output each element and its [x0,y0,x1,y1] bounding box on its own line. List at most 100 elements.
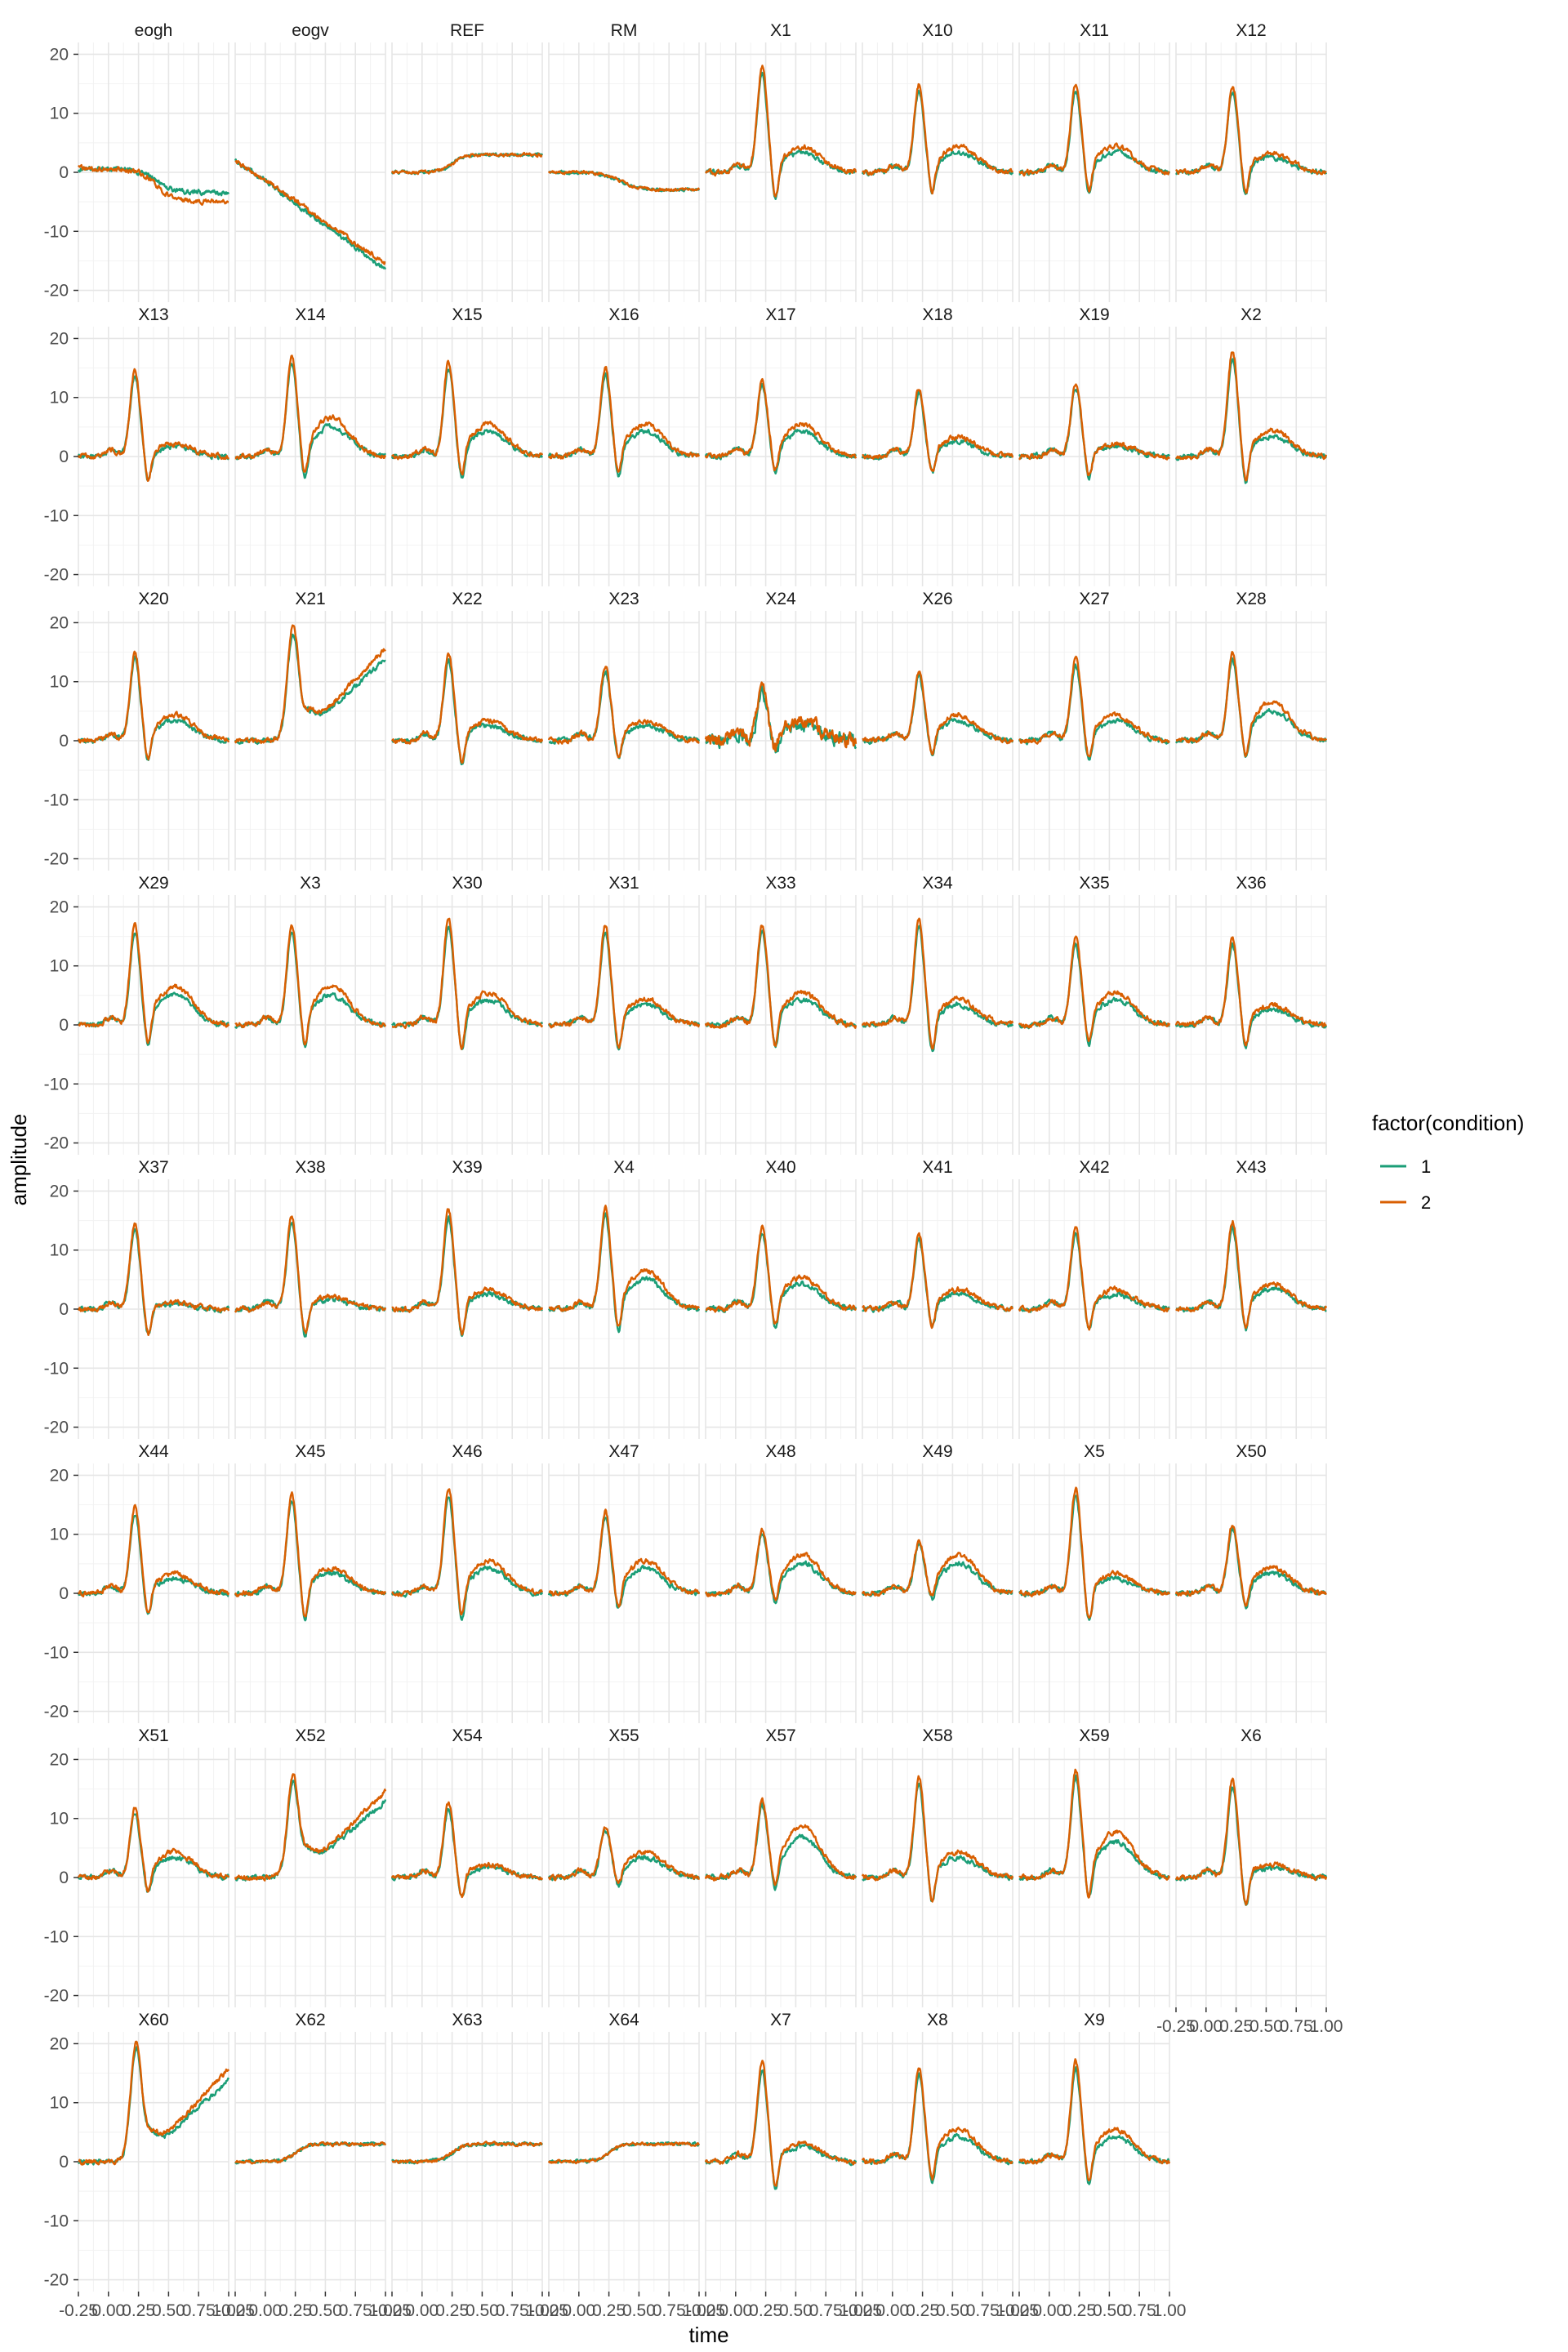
x-tick-label: 0.50 [1093,2301,1126,2320]
x-tick-label: 0.25 [906,2301,939,2320]
x-tick-label: 0.25 [1062,2301,1096,2320]
x-tick-label: 0.75 [966,2301,1000,2320]
facet-label: X18 [922,305,952,324]
series-line-2 [1018,1768,1171,1899]
series-line-2 [1174,1525,1327,1607]
x-tick-label: 0.50 [779,2301,813,2320]
x-tick-label: 0.00 [875,2301,909,2320]
facet-label: X37 [138,1158,168,1177]
facet-panel: X9 -0.250.000.250.500.751.00 [1000,2011,1186,2320]
x-tick-label: 1.00 [1153,2301,1187,2320]
facet-panel: X31 [547,874,701,1155]
facet-panel: X37 -20 -10 0 10 20 [44,1158,230,1439]
facet-panel: REF [390,21,544,302]
y-tick-label: -10 [44,506,69,525]
facet-panel: X14 [234,305,387,586]
facet-panel: X6 -0.250.000.250.500.751.00 [1156,1726,1343,2036]
facet-label: X31 [608,874,639,893]
y-tick-label: 0 [59,1869,69,1887]
series-line-2 [1018,1486,1171,1619]
series-line-2 [704,681,858,752]
series-line-2 [234,354,387,473]
x-tick-label: 1.00 [683,2301,716,2320]
series-line-2 [234,924,387,1046]
facet-panel: X46 [390,1442,544,1723]
series-line-2 [705,65,858,198]
facet-label: X24 [765,590,796,608]
facet-panel: RM [547,21,701,302]
facet-panel: X10 [861,21,1014,302]
y-tick-label: 20 [50,2034,69,2053]
facet-panel: X7-0.250.000.250.500.751.00 [686,2011,872,2320]
series-line-1 [861,1543,1013,1601]
series-line-2 [548,1205,701,1327]
series-line-2 [391,1208,544,1336]
series-line-2 [1018,2058,1171,2181]
x-tick-label: -0.25 [1156,2017,1196,2036]
facet-label: eogh [135,21,173,40]
x-tick-label: 0.50 [152,2301,185,2320]
x-tick-label: 0.75 [653,2301,686,2320]
series-line-2 [547,666,700,759]
x-tick-label: 0.50 [309,2301,342,2320]
facet-panel: X5 [1018,1442,1171,1723]
facet-panel: X45 [234,1442,387,1723]
series-line-2 [861,2067,1013,2181]
x-tick-label: 0.25 [278,2301,312,2320]
facet-label: X48 [765,1442,795,1461]
series-line-2 [391,917,544,1050]
facet-label: X51 [138,1726,168,1745]
y-tick-label: 0 [59,1016,69,1035]
x-tick-label: 0.25 [122,2301,155,2320]
facet-panel: X39 [391,1158,544,1439]
y-tick-label: 20 [50,45,69,64]
x-tick-label: 1.00 [1310,2017,1343,2036]
facet-label: X13 [138,305,168,324]
x-tick-label: 0.25 [435,2301,469,2320]
facet-panel: eogh -20 -10 0 10 20 [44,21,230,302]
y-tick-label: 10 [50,389,69,408]
y-tick-label: -10 [44,2212,69,2230]
y-tick-label: -10 [44,1643,69,1662]
series-line-2 [391,1488,544,1616]
facet-label: X39 [452,1158,482,1177]
y-tick-label: 20 [50,1750,69,1769]
series-line-2 [1174,936,1327,1047]
y-tick-label: -10 [44,1075,69,1094]
facet-label: X52 [295,1726,325,1745]
series-line-2 [77,650,230,761]
facet-panel: X49 [861,1442,1013,1723]
facet-label: X34 [922,874,953,893]
series-line-2 [1018,935,1171,1043]
facet-label: X14 [295,305,326,324]
y-tick-label: 10 [50,1526,69,1544]
facet-label: X6 [1241,1726,1262,1745]
facet-panel: X42 [1018,1158,1170,1439]
facet-label: X26 [922,590,952,608]
facet-label: X54 [452,1726,483,1745]
facet-label: X58 [922,1726,952,1745]
y-tick-label: -10 [44,1359,69,1378]
x-tick-label: -0.25 [686,2301,725,2320]
facet-label: X30 [452,874,482,893]
legend: factor(condition) 1 2 [1372,1111,1524,1213]
facet-panel: X64-0.250.000.250.500.751.00 [529,2011,715,2320]
facet-panel: X51 -20 -10 0 10 20 [44,1726,230,2007]
y-tick-label: 0 [59,163,69,182]
facet-label: X63 [452,2011,482,2029]
facet-panel: X11 [1018,21,1171,302]
x-tick-label: 0.00 [1032,2301,1066,2320]
facet-panel: X52 [234,1726,387,2007]
facet-panel: X8-0.250.000.250.500.751.00 [843,2011,1029,2320]
series-line-2 [391,359,544,476]
series-line-2 [390,652,544,764]
x-tick-label: 0.75 [496,2301,529,2320]
facet-label: X33 [765,874,795,893]
facet-panel: X29 -20 -10 0 10 20 [44,874,230,1155]
series-line-2 [861,1539,1013,1597]
series-line-2 [234,1215,387,1334]
facet-panel: X40 [705,1158,858,1439]
x-tick-label: 0.00 [1189,2017,1223,2036]
y-tick-label: 10 [50,105,69,123]
y-tick-label: 10 [50,1810,69,1829]
